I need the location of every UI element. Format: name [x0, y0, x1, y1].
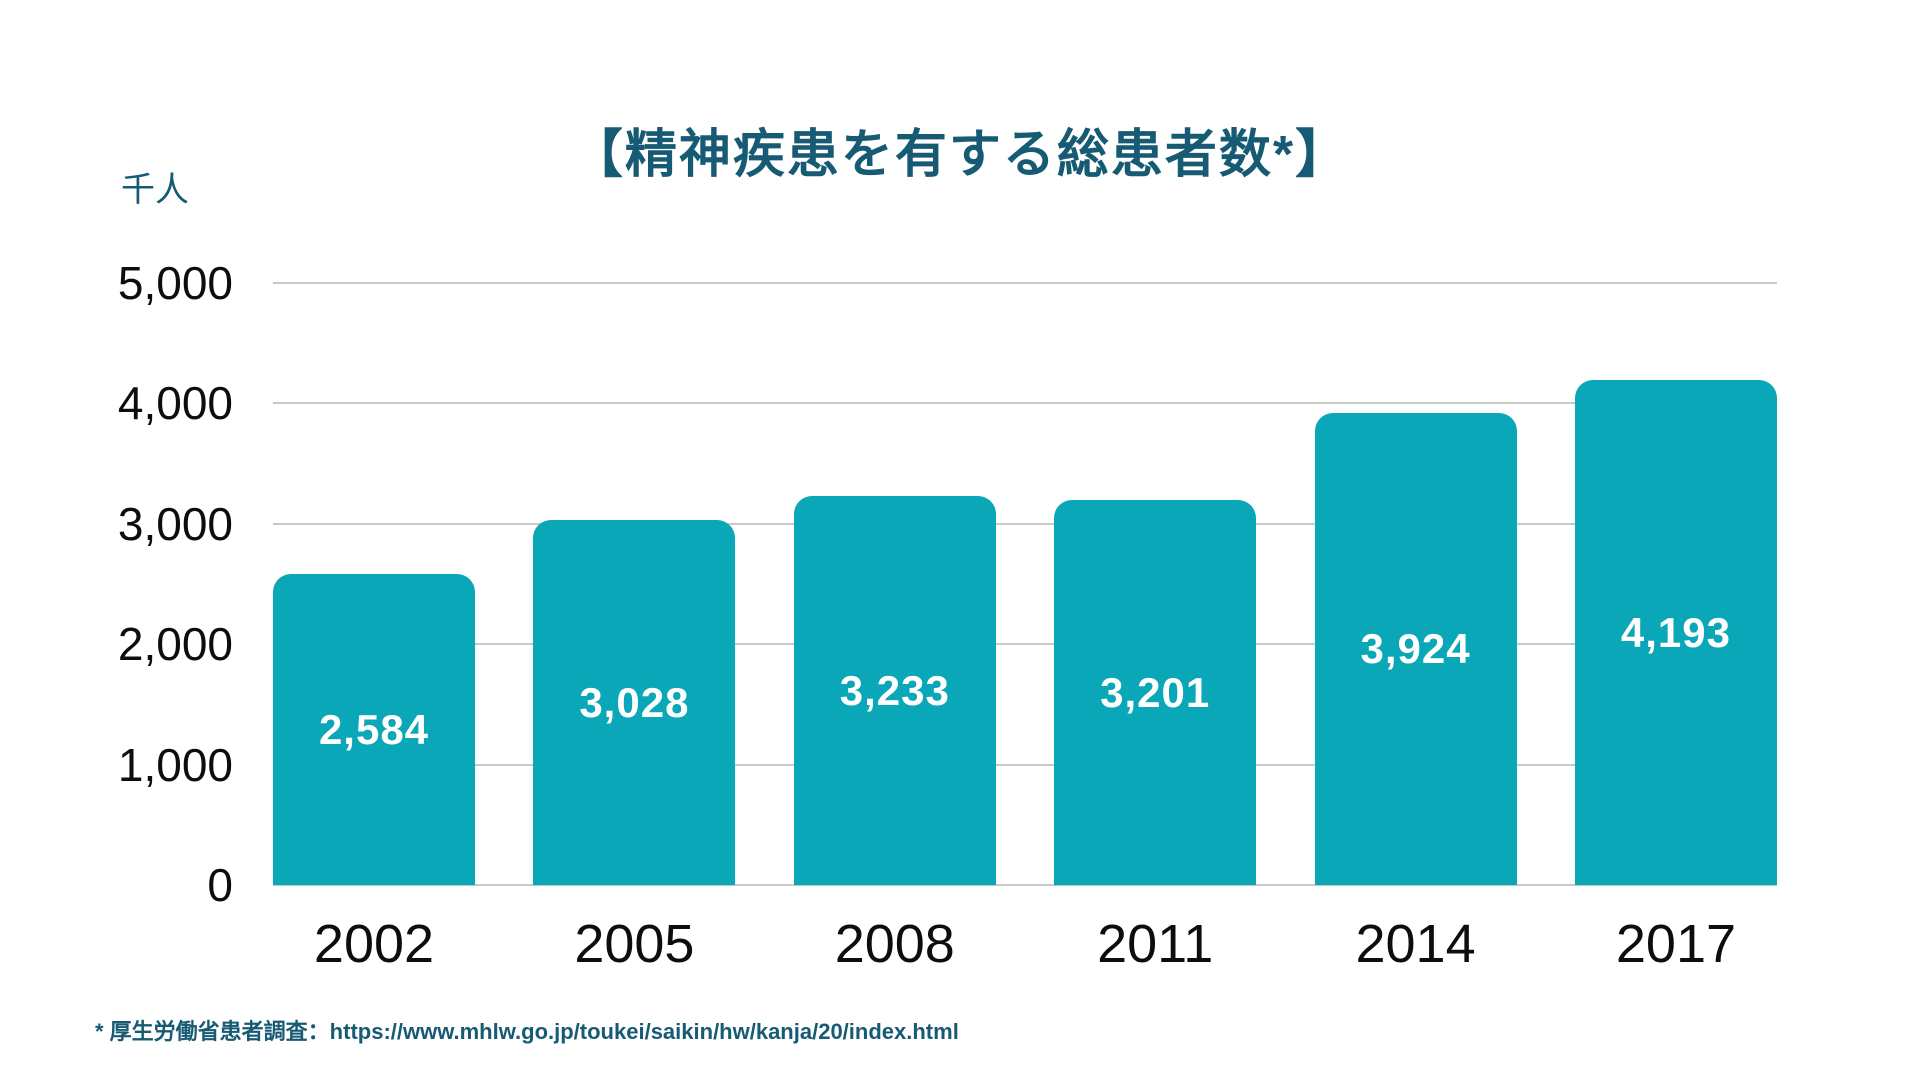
- y-tick-label: 0: [207, 859, 233, 911]
- bar-value-label: 3,233: [839, 666, 950, 714]
- y-axis-unit-label: 千人: [121, 171, 189, 209]
- y-tick-label: 3,000: [117, 497, 233, 550]
- x-axis-label: 2014: [1355, 914, 1476, 974]
- source-footnote: * 厚生労働省患者調査：https://www.mhlw.go.jp/touke…: [95, 1019, 959, 1044]
- bar: 3,924: [1314, 413, 1517, 885]
- bar: 2,584: [273, 574, 475, 885]
- bar-value-label: 2,584: [318, 705, 430, 753]
- x-axis-label: 2017: [1615, 914, 1737, 974]
- bar: 4,193: [1574, 380, 1777, 885]
- bar: 3,201: [1054, 500, 1257, 885]
- plot-area: 0 1,000 2,000 3,000 4,000 5,000 2,584 3,028 3,2…: [118, 260, 1777, 974]
- bar-value-label: 3,201: [1100, 668, 1211, 716]
- bar-value-label: 4,193: [1620, 608, 1731, 656]
- x-axis-label: 2005: [574, 914, 695, 974]
- gridline: [273, 282, 1777, 284]
- gridline: [273, 522, 1777, 525]
- y-tick-label: 1,000: [117, 738, 233, 791]
- chart-title: 【精神疾患を有する総患者数*】: [570, 126, 1350, 184]
- x-axis-label: 2002: [313, 914, 435, 974]
- bar: 3,233: [793, 496, 996, 885]
- bar-value-label: 3,028: [579, 678, 690, 726]
- gridline: [273, 884, 1777, 886]
- bar: 3,028: [533, 520, 736, 885]
- y-tick-label: 5,000: [117, 257, 233, 309]
- bar-value-label: 3,924: [1360, 625, 1471, 672]
- bars-row: 2,584 3,028 3,233 3,201 3,924 4,193: [273, 283, 1777, 885]
- y-tick-label: 4,000: [117, 377, 233, 430]
- gridline: [273, 763, 1777, 766]
- x-axis-label: 2011: [1097, 914, 1214, 974]
- gridline: [273, 643, 1777, 646]
- gridline: [273, 402, 1777, 405]
- x-axis-label: 2008: [834, 914, 955, 974]
- x-axis-labels: 2002 2005 2008 2011 2014 2017: [273, 913, 1777, 975]
- y-tick-label: 2,000: [117, 618, 233, 671]
